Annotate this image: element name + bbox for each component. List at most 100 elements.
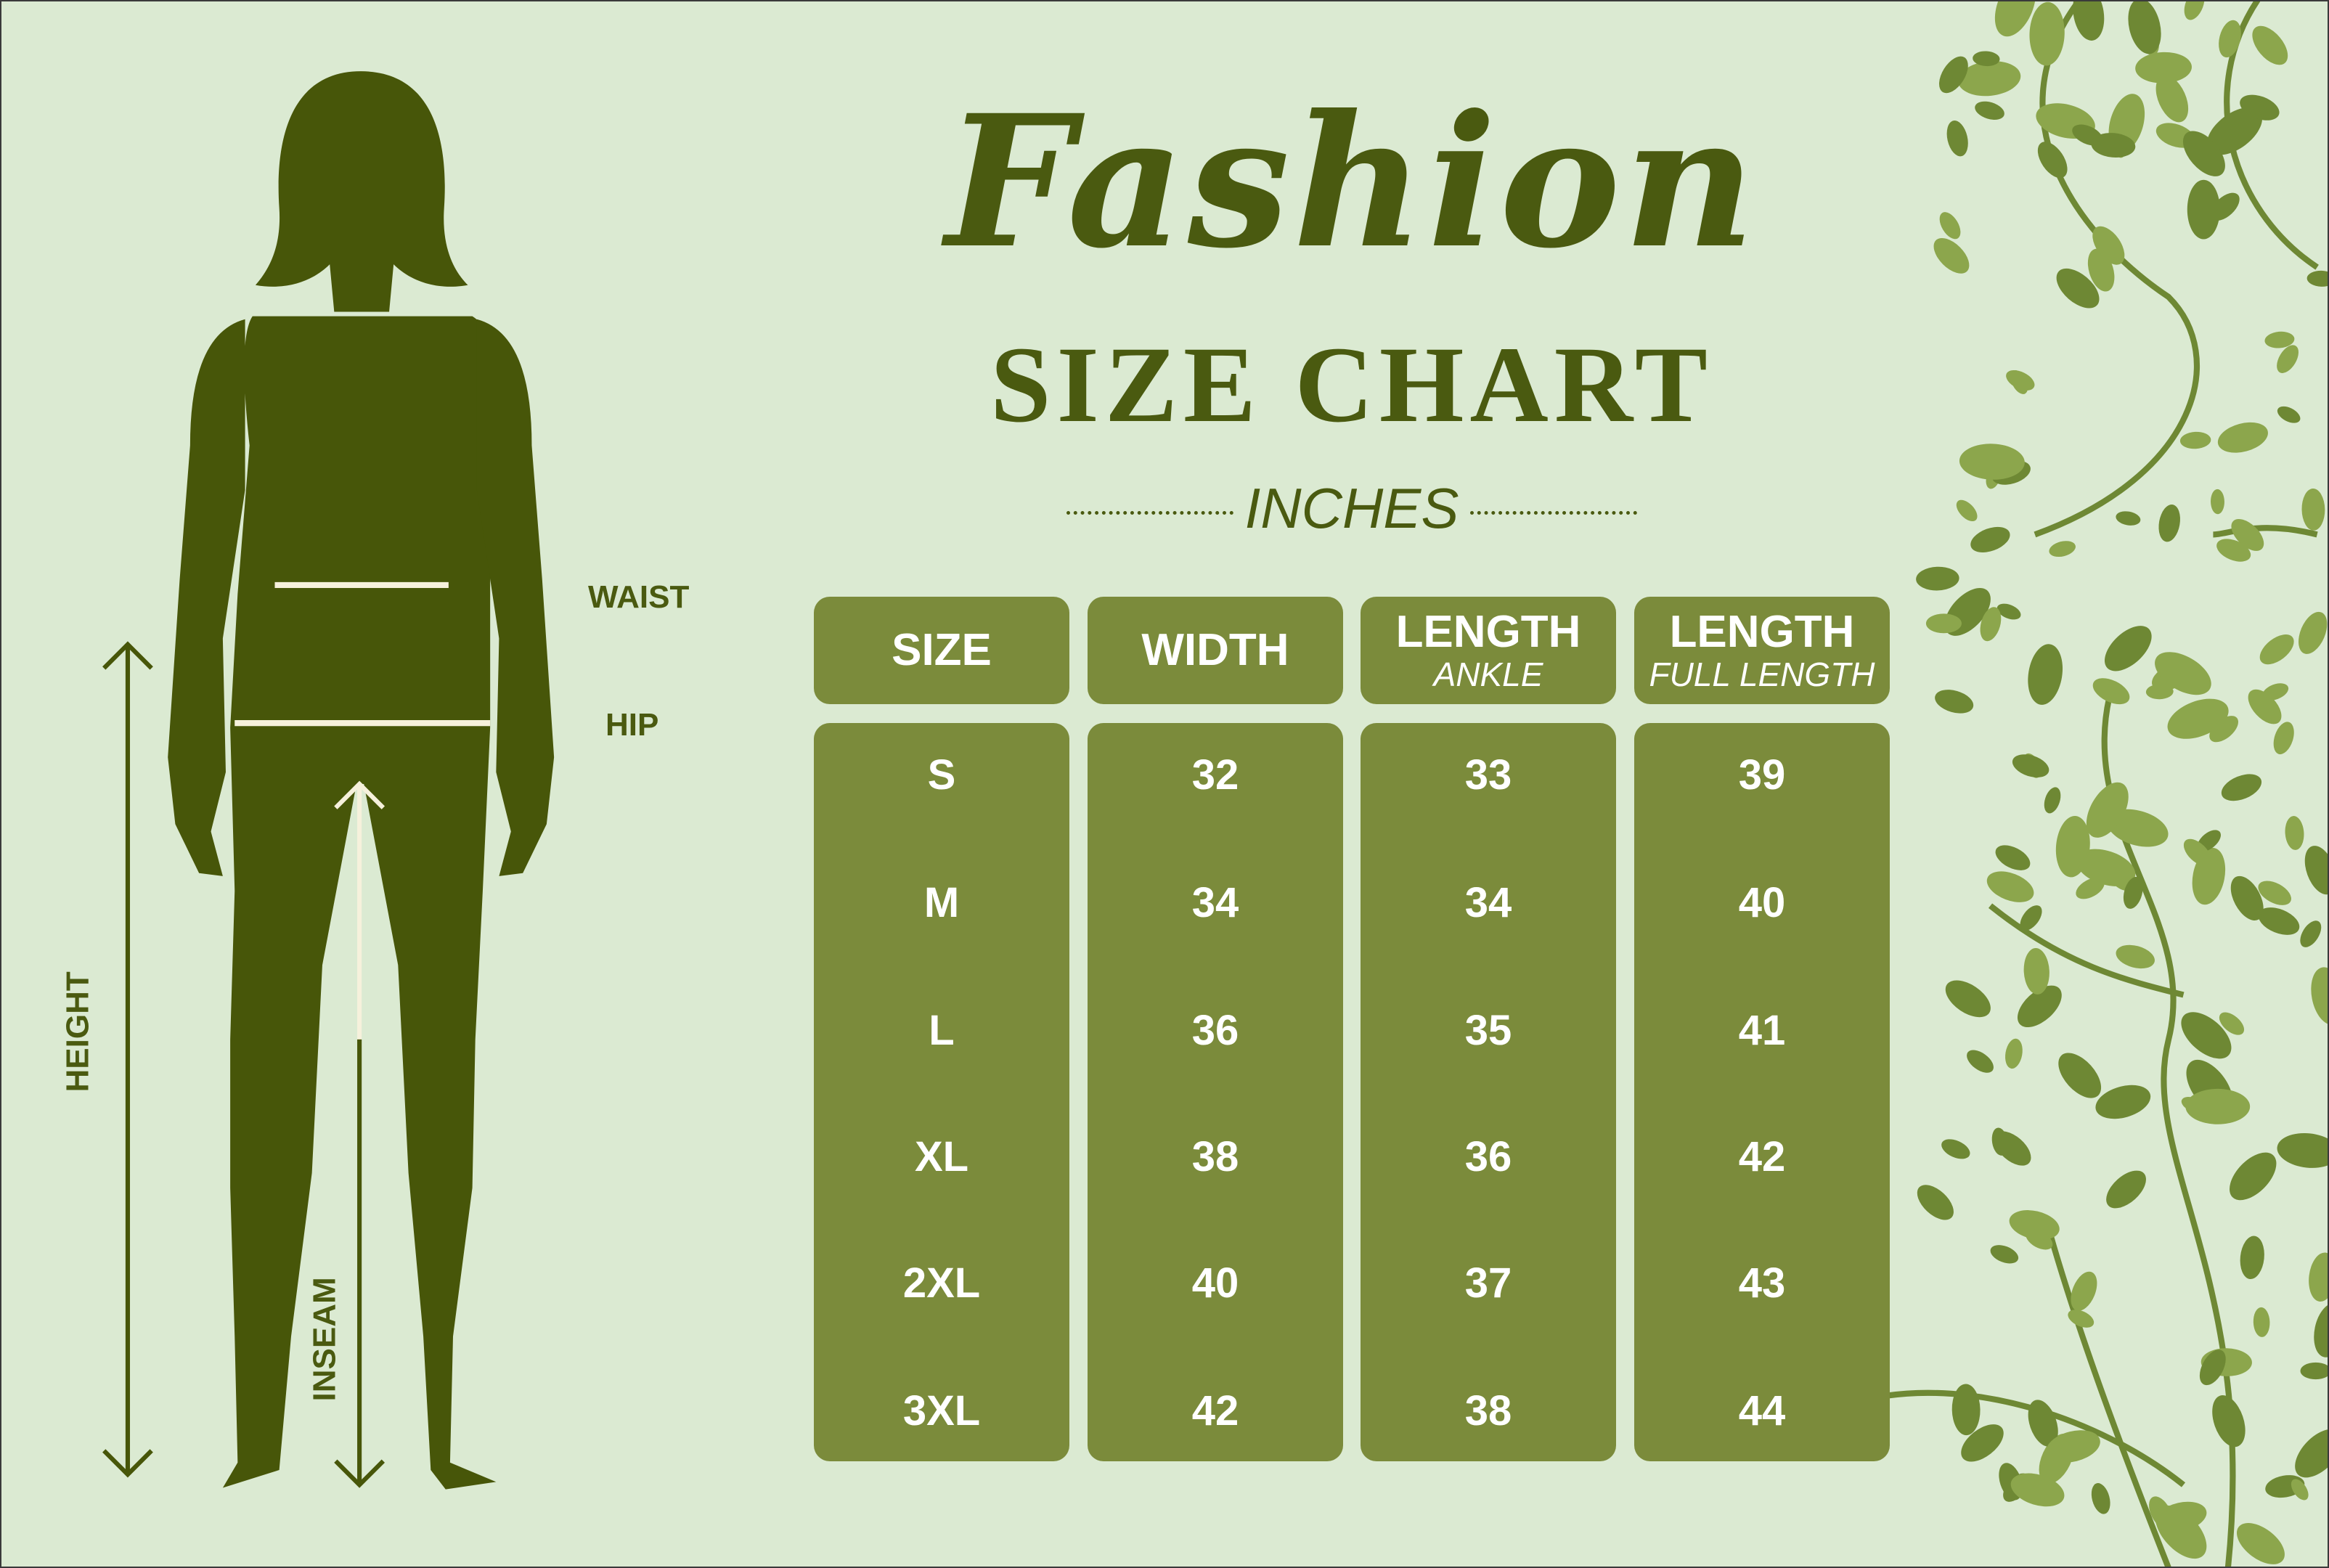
leaf <box>2123 876 2143 909</box>
header-sublabel: ANKLE <box>1433 656 1543 693</box>
cell: 38 <box>1464 1387 1512 1434</box>
leaf <box>2230 875 2264 921</box>
header-size: SIZE <box>814 597 1069 704</box>
leaf <box>1975 101 2004 120</box>
leaf <box>1986 871 2034 902</box>
cell: S <box>927 751 956 799</box>
leaf <box>2285 816 2304 850</box>
cell: 39 <box>1738 751 1786 799</box>
cell: 33 <box>1464 751 1512 799</box>
cell: L <box>929 1007 955 1054</box>
leaf <box>2309 1252 2329 1302</box>
leaf <box>2314 1303 2329 1357</box>
leaf <box>2091 133 2136 158</box>
leaf <box>1961 1424 2004 1462</box>
leaf <box>2023 948 2049 995</box>
cell: 3XL <box>902 1387 981 1434</box>
leaf <box>1945 980 1991 1018</box>
column-body: S M L XL 2XL 3XL <box>814 723 1069 1461</box>
fashion-title: Fashion <box>945 75 1758 288</box>
leaf <box>2095 1085 2151 1119</box>
torso-legs <box>222 316 501 1490</box>
leaf <box>2155 1501 2207 1532</box>
waist-label: WAIST <box>588 579 690 615</box>
leaf <box>1939 56 1968 94</box>
leaf <box>2230 1152 2277 1201</box>
column-body: 32 34 36 38 40 42 <box>1088 723 1343 1461</box>
leaf <box>2116 944 2155 969</box>
cell: 36 <box>1191 1007 1239 1054</box>
leaf <box>2158 504 2180 542</box>
leaf <box>2092 678 2130 705</box>
header-length-full: LENGTH FULL LENGTH <box>1634 597 1890 704</box>
cell: 42 <box>1191 1387 1239 1434</box>
dotted-divider <box>1066 510 1233 515</box>
inseam-arrow <box>334 780 386 1488</box>
leaf <box>2026 1229 2053 1250</box>
leaf <box>1996 603 2021 620</box>
leaf <box>2073 0 2105 41</box>
leaf <box>2199 1349 2226 1386</box>
leaf <box>2299 611 2328 654</box>
cell: 37 <box>1464 1259 1512 1307</box>
leaf <box>1995 845 2031 870</box>
leaf <box>2216 539 2251 562</box>
leaf <box>2291 1479 2309 1500</box>
female-silhouette <box>168 71 555 1490</box>
leaf <box>1994 0 2036 37</box>
header-sublabel: FULL LENGTH <box>1649 656 1875 693</box>
leaf <box>2240 94 2280 121</box>
leaf <box>2068 1310 2095 1328</box>
leaf <box>2028 644 2063 705</box>
cell: 42 <box>1738 1133 1786 1180</box>
leaf <box>2086 782 2129 838</box>
leaf <box>2017 985 2062 1028</box>
leaf <box>1967 1050 1994 1073</box>
leaf <box>1959 444 2025 480</box>
leaf <box>2058 1053 2102 1098</box>
cell: XL <box>914 1133 969 1180</box>
leaf <box>2116 511 2141 526</box>
leaf <box>2277 1132 2329 1168</box>
leaf <box>2236 1523 2285 1564</box>
leaf <box>2012 754 2049 777</box>
left-arm <box>168 319 245 876</box>
leaf <box>2264 331 2295 348</box>
leaf <box>2212 1395 2246 1447</box>
leaf <box>2252 25 2288 65</box>
leaf <box>2046 1430 2100 1463</box>
cell: 34 <box>1191 879 1239 926</box>
inseam-label: INSEAM <box>306 1277 343 1402</box>
leaf <box>2071 1271 2097 1311</box>
leaf <box>2295 1429 2329 1478</box>
leaf <box>2258 881 2291 905</box>
leaf <box>1916 566 1959 591</box>
leaf <box>2092 226 2125 265</box>
leaf <box>2179 431 2211 449</box>
leaf <box>2010 1473 2065 1507</box>
leaf <box>2206 107 2263 155</box>
leaf <box>2300 920 2322 947</box>
leaf <box>1917 1185 1954 1220</box>
header-label: LENGTH <box>1669 607 1855 657</box>
leaf <box>2187 179 2220 240</box>
leaf <box>2258 907 2300 935</box>
leaf <box>2219 20 2241 58</box>
leaf <box>2028 1400 2058 1447</box>
leaf <box>2259 634 2294 665</box>
height-arrow <box>102 641 153 1478</box>
leaf <box>1935 690 1974 714</box>
cell: 34 <box>1464 879 1512 926</box>
leaf <box>2240 1236 2264 1280</box>
header-label: SIZE <box>892 625 992 675</box>
header-label: WIDTH <box>1141 625 1289 675</box>
cell: M <box>923 879 960 926</box>
leaf <box>2076 849 2136 886</box>
leaf <box>2009 1210 2060 1240</box>
leaf <box>1933 237 1970 274</box>
leaf <box>2106 1170 2146 1209</box>
leaf <box>1973 51 2000 67</box>
hair-head <box>255 71 468 312</box>
leaf <box>2301 488 2325 531</box>
